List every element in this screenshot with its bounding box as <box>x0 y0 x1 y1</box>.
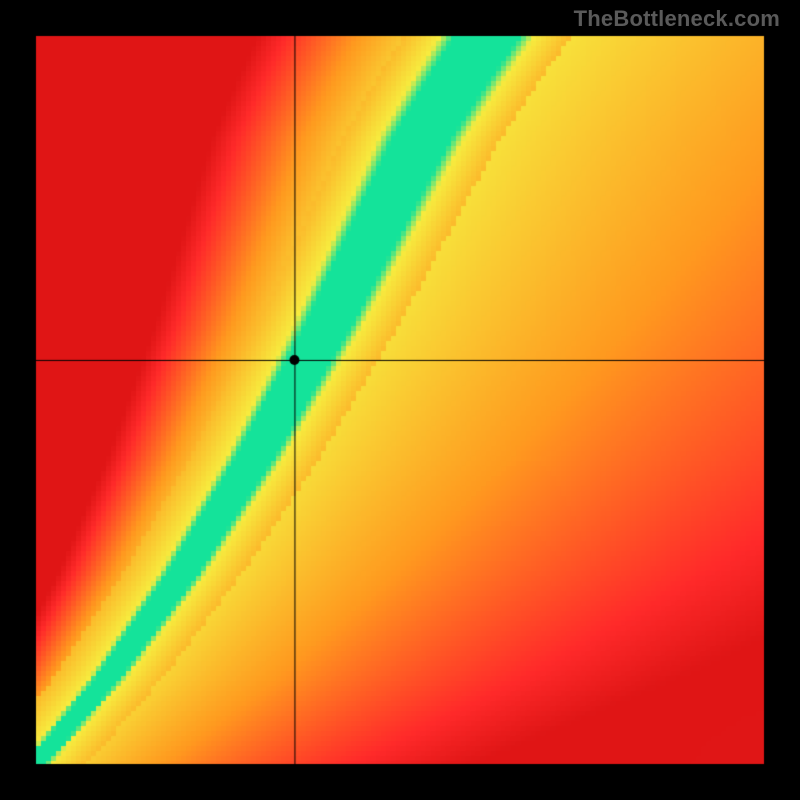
heatmap-canvas <box>0 0 800 800</box>
chart-container: TheBottleneck.com <box>0 0 800 800</box>
watermark-text: TheBottleneck.com <box>574 6 780 32</box>
